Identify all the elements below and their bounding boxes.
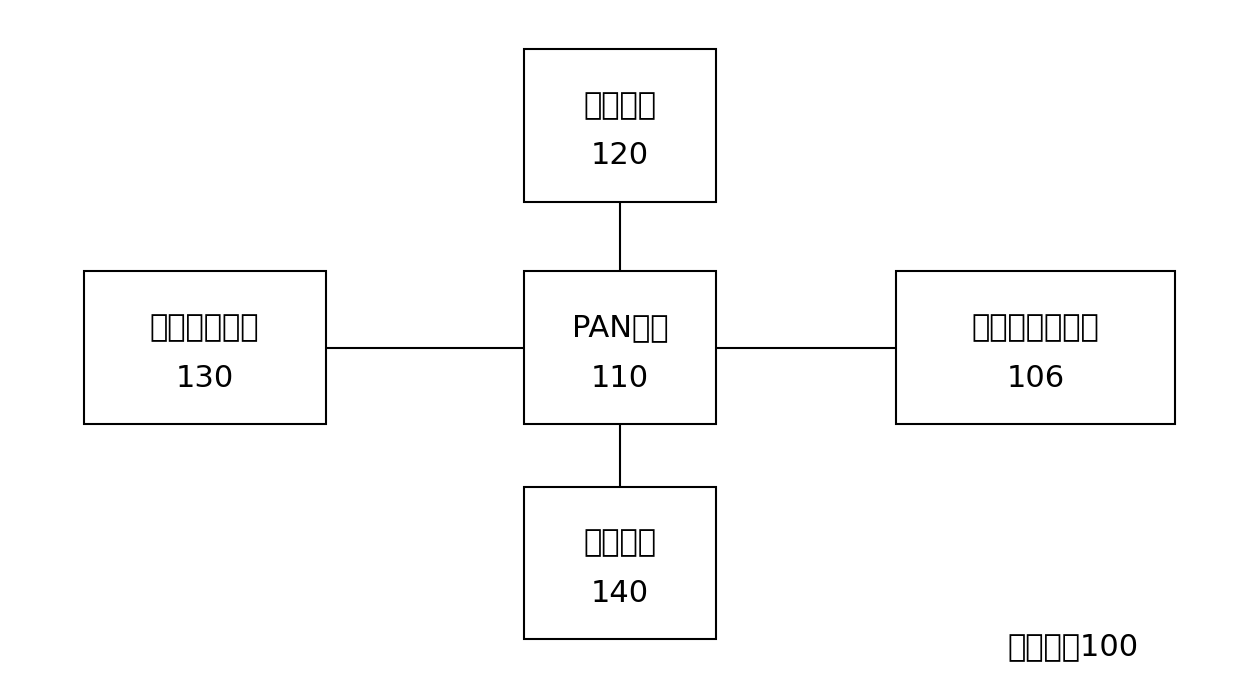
Text: 110: 110 (591, 363, 649, 393)
Text: 红外加热装置: 红外加热装置 (150, 313, 259, 342)
Text: 120: 120 (591, 141, 649, 170)
FancyBboxPatch shape (895, 271, 1174, 424)
Text: 牵伸系统: 牵伸系统 (584, 91, 656, 120)
Text: 106: 106 (1007, 363, 1064, 393)
FancyBboxPatch shape (523, 271, 717, 424)
FancyBboxPatch shape (84, 271, 325, 424)
Text: 预氧化炉100: 预氧化炉100 (1007, 632, 1138, 661)
FancyBboxPatch shape (523, 49, 717, 202)
Text: PAN原丝: PAN原丝 (572, 313, 668, 342)
Text: 电热丝加热装置: 电热丝加热装置 (971, 313, 1100, 342)
Text: 通风系统: 通风系统 (584, 529, 656, 557)
Text: 130: 130 (176, 363, 233, 393)
FancyBboxPatch shape (523, 486, 717, 639)
Text: 140: 140 (591, 579, 649, 608)
